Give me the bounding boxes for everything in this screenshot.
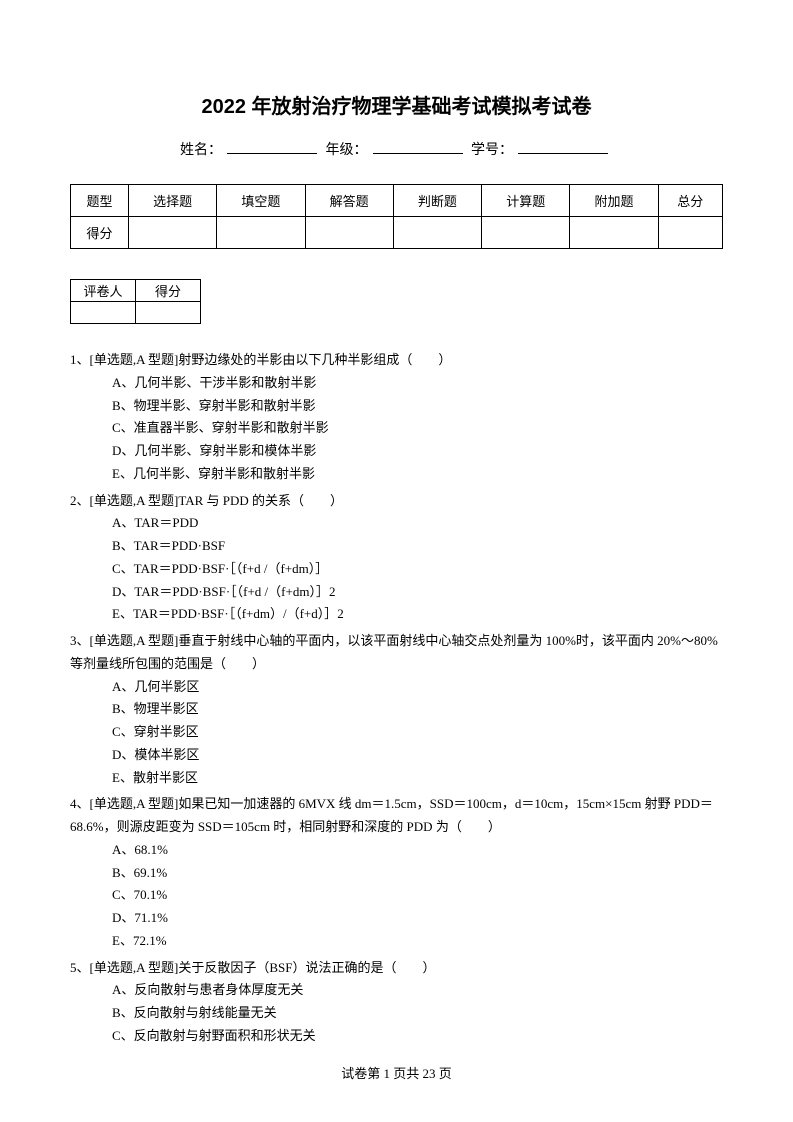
questions-container: 1、[单选题,A 型题]射野边缘处的半影由以下几种半影组成（ ） A、几何半影、…: [70, 349, 723, 1048]
option: B、物理半影、穿射半影和散射半影: [70, 395, 723, 418]
option: D、TAR＝PDD·BSF·［（f+d /（f+dm）］2: [70, 581, 723, 604]
grader-label: 评卷人: [71, 280, 136, 302]
question-stem: 2、[单选题,A 型题]TAR 与 PDD 的关系（ ）: [70, 490, 723, 513]
option: C、TAR＝PDD·BSF·［（f+d /（f+dm）］: [70, 558, 723, 581]
question-stem: 3、[单选题,A 型题]垂直于射线中心轴的平面内，以该平面射线中心轴交点处剂量为…: [70, 630, 723, 676]
option: A、几何半影、干涉半影和散射半影: [70, 372, 723, 395]
score-table-score-row: 得分: [71, 217, 723, 249]
question-stem: 4、[单选题,A 型题]如果已知一加速器的 6MVX 线 dm＝1.5cm，SS…: [70, 793, 723, 839]
option: D、71.1%: [70, 907, 723, 930]
grader-cell: [71, 302, 136, 324]
header-answer: 解答题: [305, 185, 393, 217]
option: B、TAR＝PDD·BSF: [70, 535, 723, 558]
page-footer: 试卷第 1 页共 23 页: [0, 1063, 793, 1082]
question-stem: 5、[单选题,A 型题]关于反散因子（BSF）说法正确的是（ ）: [70, 957, 723, 980]
score-cell: [570, 217, 658, 249]
grader-score-label: 得分: [136, 280, 201, 302]
option: B、69.1%: [70, 862, 723, 885]
score-cell: [482, 217, 570, 249]
grade-label: 年级：: [326, 143, 368, 158]
option: A、TAR＝PDD: [70, 512, 723, 535]
score-cell: [129, 217, 217, 249]
option: B、反向散射与射线能量无关: [70, 1002, 723, 1025]
score-cell: [393, 217, 481, 249]
option: E、几何半影、穿射半影和散射半影: [70, 463, 723, 486]
score-label: 得分: [71, 217, 129, 249]
option: B、物理半影区: [70, 698, 723, 721]
exam-title: 2022 年放射治疗物理学基础考试模拟考试卷: [70, 90, 723, 119]
question-3: 3、[单选题,A 型题]垂直于射线中心轴的平面内，以该平面射线中心轴交点处剂量为…: [70, 630, 723, 789]
header-total: 总分: [658, 185, 722, 217]
option: C、反向散射与射野面积和形状无关: [70, 1025, 723, 1048]
option: E、72.1%: [70, 930, 723, 953]
option: D、模体半影区: [70, 744, 723, 767]
option: C、70.1%: [70, 884, 723, 907]
question-5: 5、[单选题,A 型题]关于反散因子（BSF）说法正确的是（ ） A、反向散射与…: [70, 957, 723, 1048]
score-table-header-row: 题型 选择题 填空题 解答题 判断题 计算题 附加题 总分: [71, 185, 723, 217]
option: A、68.1%: [70, 839, 723, 862]
score-table: 题型 选择题 填空题 解答题 判断题 计算题 附加题 总分 得分: [70, 184, 723, 249]
question-4: 4、[单选题,A 型题]如果已知一加速器的 6MVX 线 dm＝1.5cm，SS…: [70, 793, 723, 952]
score-cell: [217, 217, 305, 249]
grader-table: 评卷人 得分: [70, 279, 201, 324]
option: C、准直器半影、穿射半影和散射半影: [70, 417, 723, 440]
header-type: 题型: [71, 185, 129, 217]
grade-blank: [373, 153, 463, 154]
score-cell: [305, 217, 393, 249]
option: E、散射半影区: [70, 767, 723, 790]
question-stem: 1、[单选题,A 型题]射野边缘处的半影由以下几种半影组成（ ）: [70, 349, 723, 372]
header-fill: 填空题: [217, 185, 305, 217]
score-cell: [658, 217, 722, 249]
option: E、TAR＝PDD·BSF·［（f+dm）/（f+d）］2: [70, 603, 723, 626]
name-blank: [227, 153, 317, 154]
header-choice: 选择题: [129, 185, 217, 217]
option: A、反向散射与患者身体厚度无关: [70, 979, 723, 1002]
option: C、穿射半影区: [70, 721, 723, 744]
question-1: 1、[单选题,A 型题]射野边缘处的半影由以下几种半影组成（ ） A、几何半影、…: [70, 349, 723, 486]
grader-score-cell: [136, 302, 201, 324]
question-2: 2、[单选题,A 型题]TAR 与 PDD 的关系（ ） A、TAR＝PDD B…: [70, 490, 723, 627]
header-extra: 附加题: [570, 185, 658, 217]
header-judge: 判断题: [393, 185, 481, 217]
id-label: 学号：: [471, 143, 513, 158]
id-blank: [518, 153, 608, 154]
header-calc: 计算题: [482, 185, 570, 217]
student-info-line: 姓名： 年级： 学号：: [70, 139, 723, 159]
option: A、几何半影区: [70, 676, 723, 699]
option: D、几何半影、穿射半影和模体半影: [70, 440, 723, 463]
name-label: 姓名：: [180, 143, 222, 158]
